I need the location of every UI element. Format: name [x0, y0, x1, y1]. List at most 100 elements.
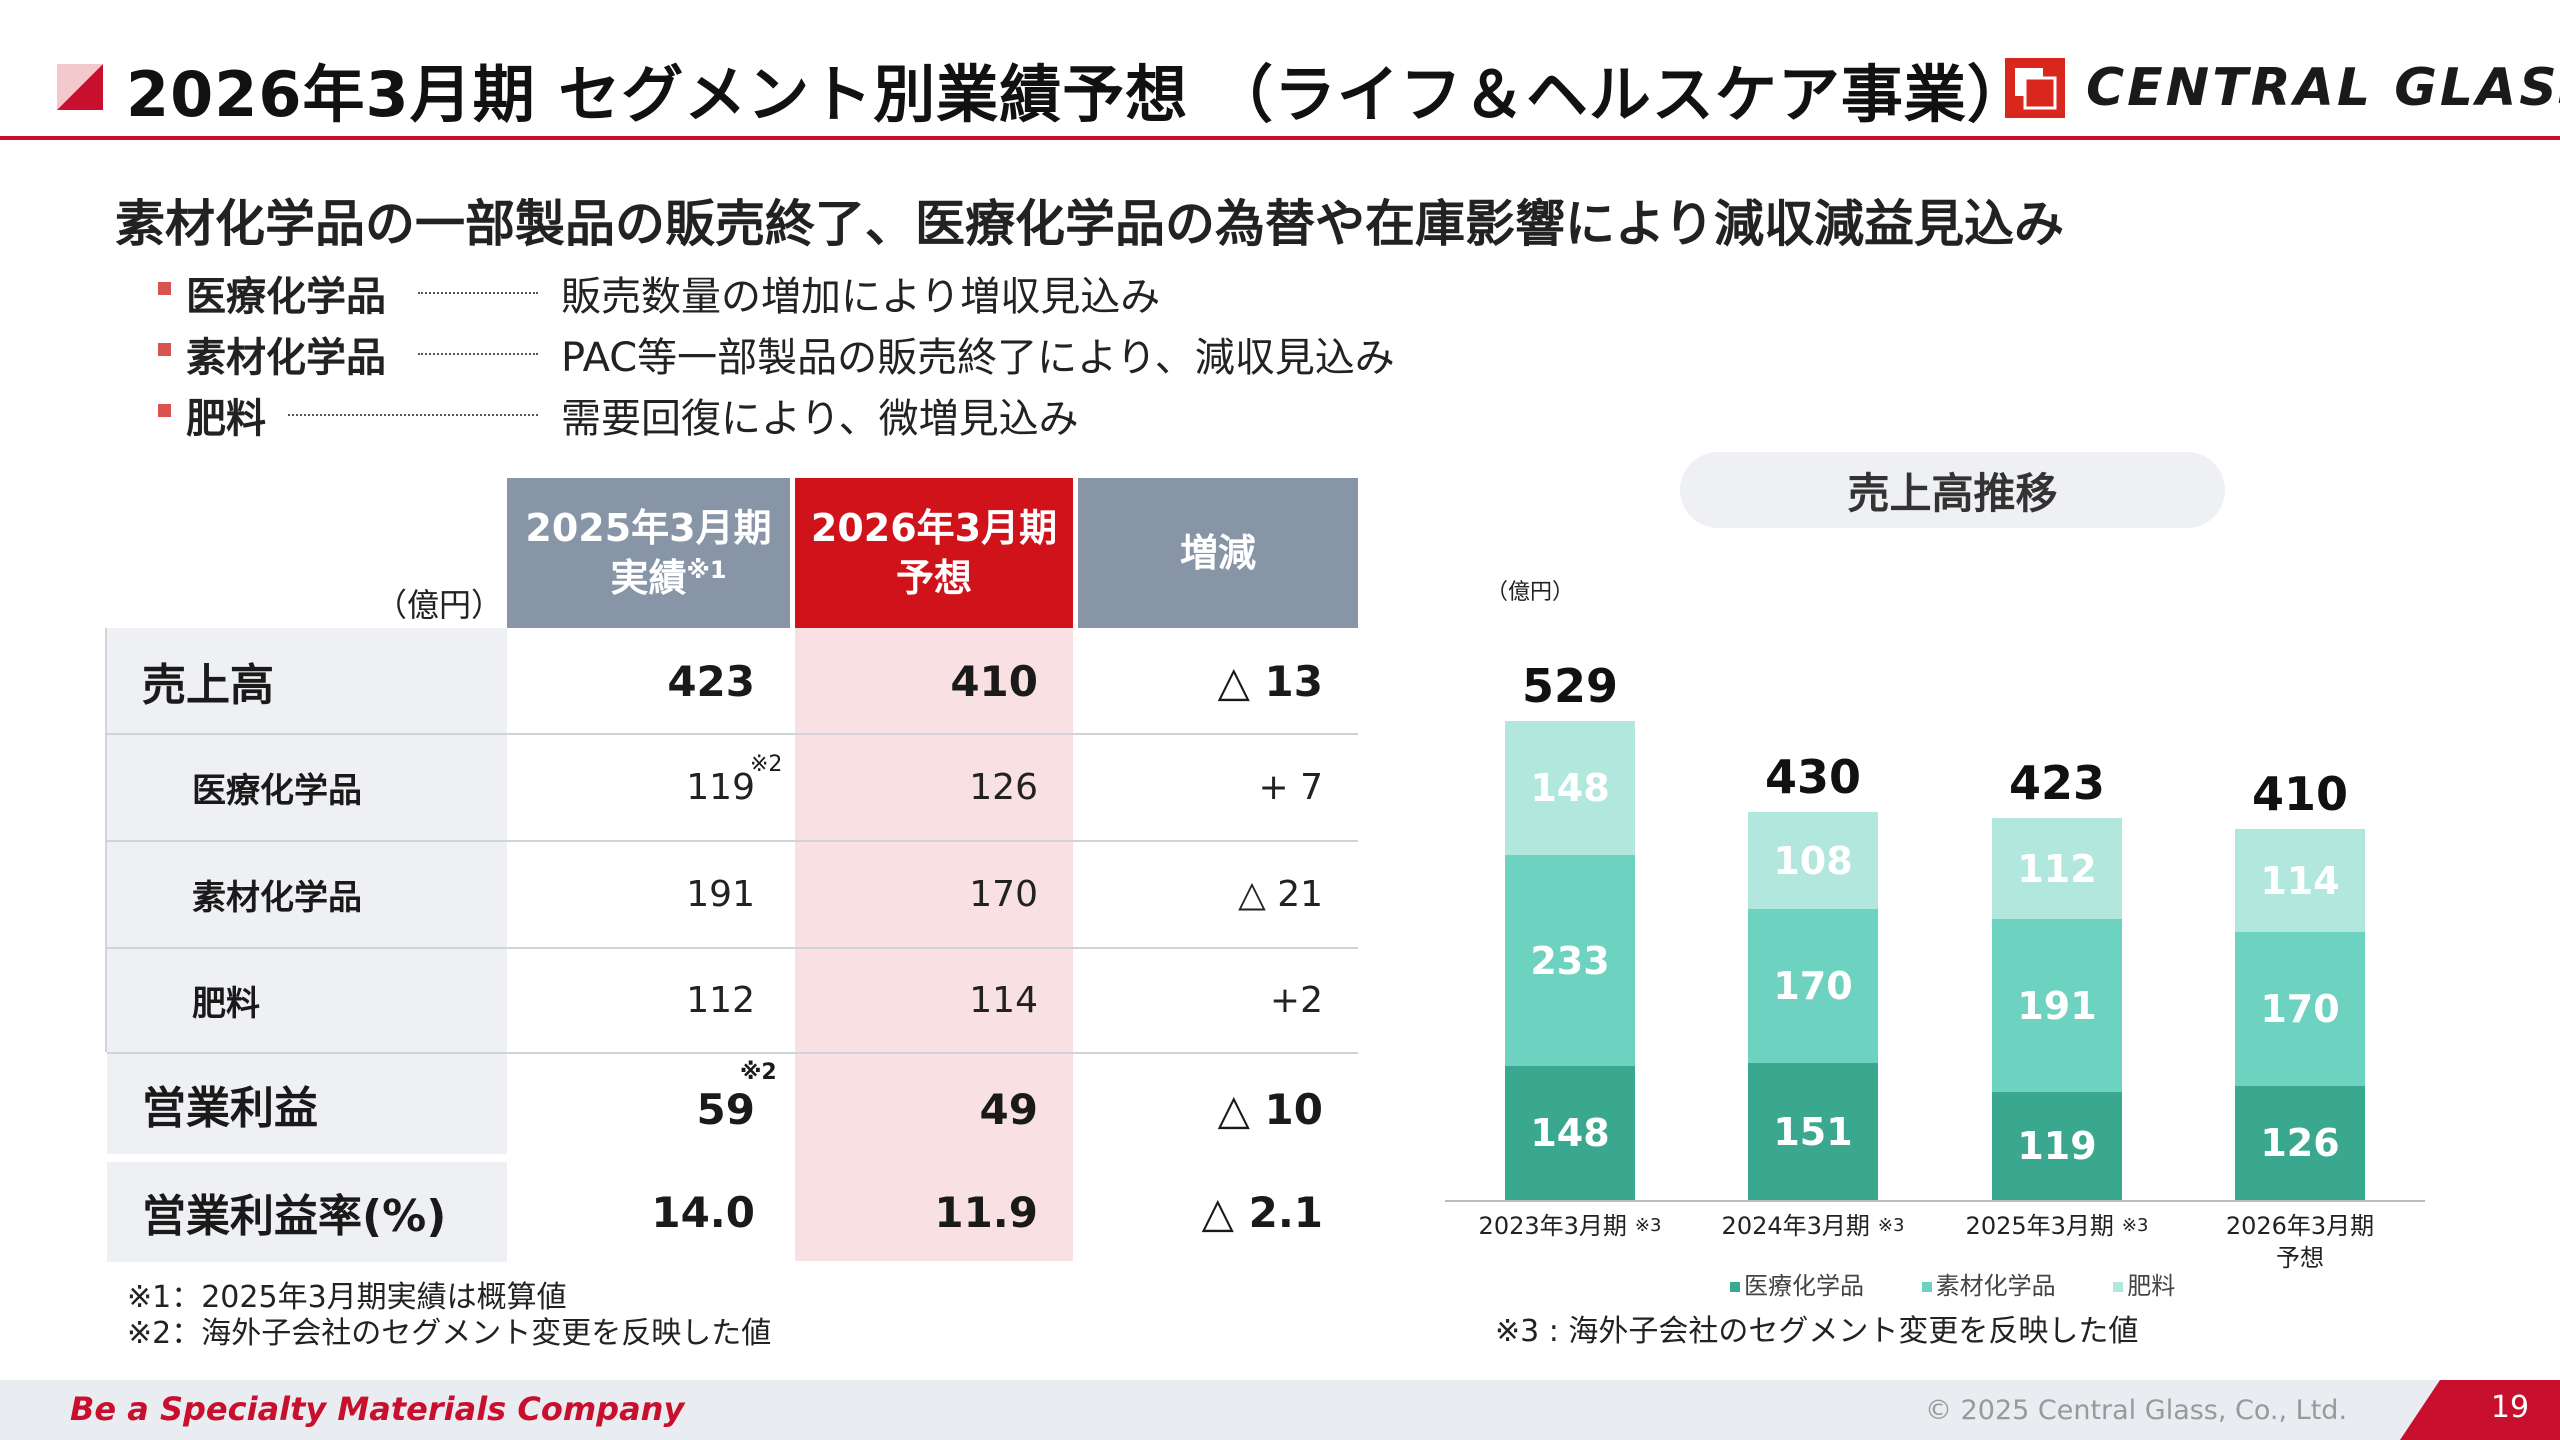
legend-item-medical: 医療化学品 — [1730, 1272, 1864, 1300]
row-label-sales: 売上高 — [107, 628, 507, 734]
chart-legend: 医療化学品 素材化学品 肥料 — [1730, 1266, 2175, 1301]
cell-medical-change: + 7 — [1258, 767, 1323, 808]
header-footnote-mark: ※1 — [686, 556, 727, 584]
bar-segment-material: 233 — [1505, 855, 1635, 1067]
bar-segment-medical: 119 — [1992, 1092, 2122, 1200]
header-line: 2025年3月期 — [525, 506, 772, 550]
cell-sales-change: △ 13 — [1217, 656, 1323, 706]
x-axis-label-text: 2024年3月期 — [1721, 1212, 1870, 1240]
bar-total-label: 529 — [1521, 659, 1619, 714]
cell-op-margin-prev: 14.0 — [651, 1187, 755, 1237]
footnote-mark: ※2 — [750, 752, 783, 777]
cell-op-profit-change: △ 10 — [1217, 1084, 1323, 1134]
legend-item-fertilizer: 肥料 — [2113, 1272, 2175, 1300]
page-number-tab-icon — [2400, 1380, 2560, 1440]
bar-segment-medical: 148 — [1505, 1066, 1635, 1200]
page-title: 2026年3月期 セグメント別業績予想 （ライフ＆ヘルスケア事業） — [126, 58, 2030, 131]
row-divider — [107, 1052, 1358, 1054]
row-label-text: 素材化学品 — [192, 878, 362, 918]
x-axis-label-text: 2025年3月期 — [1965, 1212, 2114, 1240]
dotted-leader — [288, 414, 538, 416]
x-axis-label: 2024年3月期 ※3 — [1693, 1210, 1933, 1242]
logo-wordmark: CENTRAL GLASS — [2086, 58, 2560, 118]
bar-segment-material: 170 — [1748, 909, 1878, 1064]
x-axis-footnote-mark: ※3 — [2121, 1215, 2149, 1236]
legend-label: 肥料 — [2127, 1272, 2176, 1300]
legend-label: 素材化学品 — [1935, 1272, 2056, 1300]
bar-segment-medical: 126 — [2235, 1085, 2365, 1200]
bullet-label: 医療化学品 — [186, 274, 386, 320]
bullet-label: 素材化学品 — [186, 335, 386, 381]
bar-segment-fertilizer: 148 — [1505, 721, 1635, 856]
x-axis-footnote-mark: ※3 — [1877, 1215, 1905, 1236]
row-divider — [107, 840, 1358, 842]
chart-unit-label: （億円） — [1486, 580, 1575, 605]
bullet-marker — [158, 343, 171, 356]
footer-tagline: Be a Specialty Materials Company — [70, 1390, 685, 1428]
header-line: 増減 — [1179, 531, 1256, 575]
chart-title: 売上高推移 — [1680, 452, 2225, 528]
cell-op-margin-change: △ 2.1 — [1201, 1187, 1323, 1237]
cell-fertilizer-forecast: 114 — [969, 980, 1038, 1021]
bar-segment-medical: 151 — [1748, 1063, 1878, 1200]
row-label-text: 営業利益 — [142, 1083, 318, 1134]
table-header-forecast: 2026年3月期 予想 — [795, 478, 1073, 628]
bullet-description: PAC等一部製品の販売終了により、減収見込み — [561, 335, 1395, 381]
cell-medical-forecast: 126 — [969, 767, 1038, 808]
table-unit-label: （億円） — [375, 586, 504, 624]
cell-sales-forecast: 410 — [950, 656, 1038, 706]
bar-total-label: 430 — [1764, 749, 1862, 804]
row-divider — [107, 733, 1358, 735]
header-line: 2026年3月期 — [810, 506, 1058, 550]
bar-segment-fertilizer: 108 — [1748, 811, 1878, 910]
dotted-leader — [418, 292, 538, 294]
x-axis-label: 2023年3月期 ※3 — [1450, 1210, 1690, 1242]
cell-fertilizer-change: +2 — [1269, 980, 1323, 1021]
legend-swatch — [1730, 1282, 1740, 1292]
row-label-medical: 医療化学品 — [107, 735, 507, 840]
chart-footnote: ※3 : 海外子会社のセグメント変更を反映した値 — [1495, 1314, 2139, 1349]
bar-segment-fertilizer: 114 — [2235, 828, 2365, 933]
footnote-2: ※2：海外子会社のセグメント変更を反映した値 — [127, 1316, 772, 1351]
x-axis-label-text: 2023年3月期 — [1478, 1212, 1627, 1240]
bullet-description: 需要回復により、微増見込み — [561, 396, 1079, 442]
legend-swatch — [1921, 1282, 1932, 1292]
cell-fertilizer-prev: 112 — [686, 980, 755, 1021]
row-label-operating-margin: 営業利益率(%) — [107, 1162, 507, 1262]
table-header-prev-actual: 2025年3月期 実績 ※1 — [507, 478, 790, 628]
bullet-marker — [158, 282, 171, 295]
footnote-mark: ※2 — [740, 1060, 777, 1085]
bullet-marker — [158, 404, 171, 417]
header-line: 実績 ※1 — [610, 553, 726, 603]
bullet-label: 肥料 — [186, 396, 266, 442]
row-label-text: 売上高 — [142, 660, 274, 711]
bar-segment-material: 170 — [2235, 932, 2365, 1086]
bullet-description: 販売数量の増加により増収見込み — [561, 274, 1161, 320]
row-label-text: 医療化学品 — [192, 771, 362, 811]
table-header-change: 増減 — [1078, 478, 1358, 628]
x-axis-label: 2025年3月期 ※3 — [1937, 1210, 2177, 1242]
dotted-leader — [418, 353, 538, 355]
table-left-rule — [105, 628, 107, 1052]
central-glass-logo-icon — [2005, 58, 2065, 118]
footer-copyright: © 2025 Central Glass, Co., Ltd. — [1925, 1395, 2348, 1426]
row-label-operating-profit: 営業利益 — [107, 1054, 507, 1154]
page-number: 19 — [2490, 1390, 2530, 1425]
row-label-fertilizer: 肥料 — [107, 949, 507, 1052]
footer-bar — [0, 1380, 2560, 1440]
header-line-text: 実績 — [610, 556, 687, 600]
x-axis-label: 2026年3月期 予想 — [2180, 1210, 2420, 1274]
cell-op-margin-forecast: 11.9 — [934, 1187, 1038, 1237]
cell-material-prev: 191 — [686, 874, 755, 915]
bullet-medical-chemicals: 医療化学品 販売数量の増加により増収見込み — [158, 262, 1458, 320]
legend-item-material: 素材化学品 — [1921, 1272, 2056, 1300]
cell-material-change: △ 21 — [1238, 874, 1323, 915]
summary-headline: 素材化学品の一部製品の販売終了、医療化学品の為替や在庫影響により減収減益見込み — [115, 195, 2064, 253]
x-axis-footnote-mark: ※3 — [1634, 1215, 1662, 1236]
header-divider — [0, 136, 2560, 140]
row-label-text: 営業利益率(%) — [142, 1191, 447, 1242]
row-divider — [107, 947, 1358, 949]
title-mark-icon — [57, 64, 103, 110]
bar-segment-material: 191 — [1992, 919, 2122, 1093]
header-line: 予想 — [895, 556, 972, 600]
